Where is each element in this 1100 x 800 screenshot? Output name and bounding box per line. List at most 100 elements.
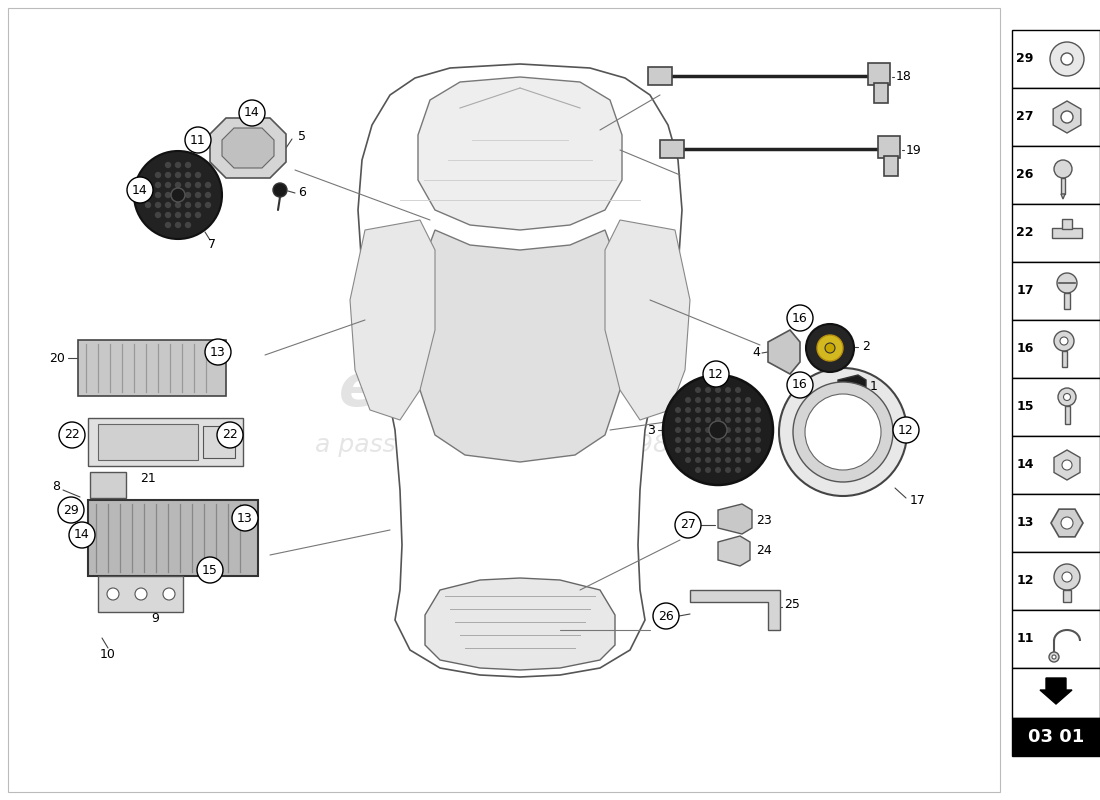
Circle shape [695,407,701,413]
Circle shape [205,182,211,188]
Bar [1065,406,1069,424]
Circle shape [155,202,162,208]
Circle shape [185,192,191,198]
Circle shape [195,192,201,198]
Circle shape [1050,42,1084,76]
Bar [1062,178,1065,194]
Polygon shape [210,118,286,178]
Text: 1: 1 [870,381,878,394]
FancyArrow shape [1040,678,1072,704]
Bar [878,136,900,158]
Circle shape [779,368,908,496]
Circle shape [1062,572,1072,582]
Circle shape [1049,652,1059,662]
Circle shape [126,177,153,203]
Circle shape [705,467,711,473]
Circle shape [725,407,732,413]
Bar [1012,718,1100,756]
Circle shape [155,182,162,188]
Bar [1062,351,1067,367]
Bar [1052,228,1082,238]
Circle shape [735,427,741,433]
Text: 12: 12 [1016,574,1034,587]
Polygon shape [718,536,750,566]
Circle shape [715,437,720,443]
Bar [1012,668,1100,718]
Bar [88,500,258,576]
Circle shape [175,162,182,168]
Circle shape [715,447,720,453]
Circle shape [675,447,681,453]
Bar [1012,378,1100,436]
Text: 17: 17 [910,494,926,506]
Text: 3: 3 [647,423,654,437]
Circle shape [175,192,182,198]
Circle shape [145,192,151,198]
Text: 14: 14 [244,106,260,119]
Circle shape [715,407,720,413]
Circle shape [725,467,732,473]
Bar [78,340,226,396]
Bar [1012,494,1100,552]
Circle shape [205,192,211,198]
Circle shape [745,437,751,443]
Circle shape [195,172,201,178]
Circle shape [695,467,701,473]
Circle shape [675,427,681,433]
Bar [98,424,198,460]
Circle shape [195,212,201,218]
Circle shape [755,437,761,443]
Circle shape [893,417,918,443]
Circle shape [695,457,701,463]
Circle shape [197,557,223,583]
Bar [1012,320,1100,378]
Circle shape [1064,394,1070,401]
Circle shape [165,182,172,188]
Polygon shape [358,64,682,677]
Circle shape [705,427,711,433]
Polygon shape [605,220,690,420]
Circle shape [175,172,182,178]
Circle shape [725,437,732,443]
Circle shape [185,182,191,188]
Text: 24: 24 [756,543,772,557]
Circle shape [695,397,701,403]
Circle shape [185,212,191,218]
Circle shape [735,437,741,443]
Circle shape [725,397,732,403]
Circle shape [715,467,720,473]
Circle shape [69,522,95,548]
Text: 22: 22 [64,429,80,442]
Bar [88,418,243,466]
Polygon shape [222,128,274,168]
Circle shape [58,497,84,523]
Circle shape [1058,388,1076,406]
Text: 23: 23 [756,514,772,526]
Circle shape [155,192,162,198]
Text: 2: 2 [862,341,870,354]
Text: 14: 14 [132,183,147,197]
Circle shape [185,127,211,153]
Polygon shape [350,220,434,420]
Bar [1062,219,1072,229]
Circle shape [715,387,720,393]
Text: 27: 27 [1016,110,1034,123]
Circle shape [663,375,773,485]
Circle shape [685,407,691,413]
Text: 9: 9 [151,611,158,625]
Circle shape [163,588,175,600]
Bar [884,156,898,176]
Text: a passion for parts since1985: a passion for parts since1985 [315,433,685,457]
Text: 29: 29 [63,503,79,517]
Text: 17: 17 [1016,285,1034,298]
Bar [1012,30,1100,88]
Circle shape [817,335,843,361]
Circle shape [745,427,751,433]
Circle shape [1062,517,1072,529]
Circle shape [185,202,191,208]
Text: 22: 22 [222,429,238,442]
Circle shape [175,212,182,218]
Circle shape [185,172,191,178]
Bar [648,67,672,85]
Circle shape [195,182,201,188]
